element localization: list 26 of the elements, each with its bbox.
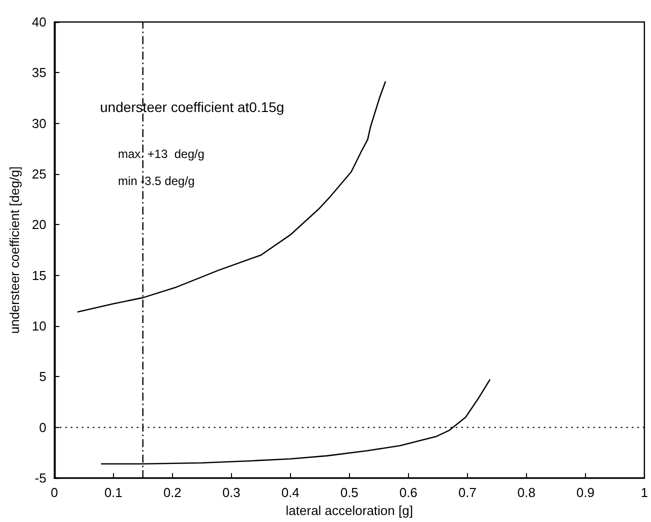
y-axis-title: understeer coefficient [deg/g] xyxy=(7,166,22,334)
y-tick-label: 30 xyxy=(32,116,46,131)
x-tick-label: 0.2 xyxy=(163,485,182,500)
x-axis-title: lateral acceloration [g] xyxy=(286,503,413,518)
y-tick-label: 15 xyxy=(32,268,46,283)
x-tick-label: 0.1 xyxy=(104,485,122,500)
y-tick-label: 35 xyxy=(32,65,46,80)
annotation: understeer coefficient at0.15g xyxy=(100,99,284,115)
x-tick-label: 0.6 xyxy=(399,485,418,500)
y-tick-label: 25 xyxy=(32,166,46,182)
x-tick-label: 0.5 xyxy=(340,485,358,500)
x-tick-label: 0.8 xyxy=(517,485,536,500)
y-tick-label: 40 xyxy=(32,14,46,30)
annotation: min -3.5 deg/g xyxy=(118,174,195,188)
y-tick-label: 0 xyxy=(39,420,46,435)
x-tick-label: 0.7 xyxy=(458,485,476,500)
x-tick-label: 0 xyxy=(50,485,58,500)
y-tick-label: 10 xyxy=(32,318,46,334)
y-tick-label: 5 xyxy=(39,369,46,384)
annotation: max. +13 deg/g xyxy=(118,147,204,161)
x-tick-label: 0.4 xyxy=(281,485,300,500)
x-tick-label: 0.9 xyxy=(576,485,594,500)
x-tick-label: 1 xyxy=(640,485,648,500)
y-tick-label: 20 xyxy=(32,217,46,232)
x-tick-label: 0.3 xyxy=(222,485,240,500)
y-tick-label: -5 xyxy=(34,470,46,486)
